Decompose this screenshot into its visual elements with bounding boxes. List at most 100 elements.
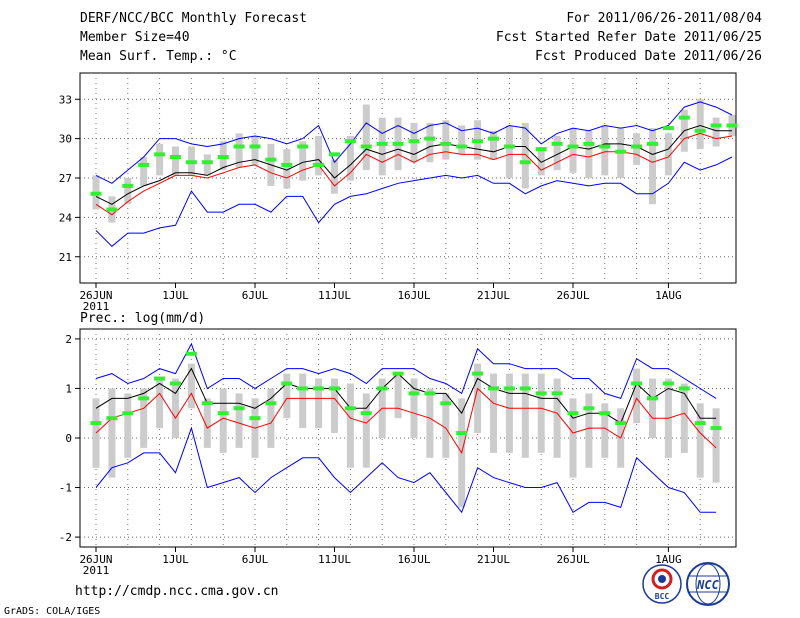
member-median-marker (647, 396, 658, 401)
y-tick-label: 27 (59, 172, 72, 185)
member-median-marker (122, 183, 134, 188)
member-median-marker (503, 144, 515, 149)
member-median-marker (710, 426, 722, 431)
member-median-marker (631, 381, 643, 386)
x-tick-label: 1AUG (655, 289, 682, 302)
member-median-marker (456, 144, 468, 149)
temperature-panel: 21 24 27 30 33 26JUN 1JUL 6JUL 11JUL 16JUL 21JUL 26… (59, 72, 738, 313)
member-median-marker (185, 351, 197, 356)
y-tick-label: 0 (65, 432, 72, 445)
x-tick-label: 1AUG (655, 553, 682, 566)
bcc-logo-text: BCC (655, 592, 670, 601)
member-median-marker (519, 160, 531, 165)
member-median-marker (647, 141, 658, 146)
y-tick-label: 30 (59, 133, 72, 146)
member-box (442, 393, 450, 458)
member-median-marker (662, 126, 674, 131)
member-box (474, 363, 482, 434)
y-tick-label: 21 (59, 251, 72, 264)
bcc-logo: BCC (642, 564, 682, 604)
member-median-marker (440, 141, 452, 146)
member-box (378, 117, 386, 176)
member-median-marker (265, 401, 277, 406)
bcc-logo-swirl (651, 568, 673, 590)
x-tick-label: 26JUN (79, 289, 112, 302)
member-median-marker (694, 421, 706, 426)
member-median-marker (678, 386, 690, 391)
member-median-marker (106, 207, 118, 212)
x-tick-label: 26JUL (556, 289, 589, 302)
member-box (633, 368, 641, 424)
member-median-marker (472, 139, 484, 144)
member-box (124, 393, 132, 458)
member-median-marker (360, 411, 372, 416)
member-median-marker (138, 162, 150, 167)
member-box (712, 408, 720, 483)
x-tick-label: 11JUL (318, 289, 351, 302)
member-box (140, 157, 148, 186)
member-median-marker (583, 406, 595, 411)
y-tick-label: -1 (59, 482, 72, 495)
member-box (283, 373, 291, 419)
member-box (251, 136, 259, 165)
member-median-marker (472, 371, 484, 376)
member-box (712, 117, 720, 147)
member-median-marker (408, 391, 420, 396)
member-box (283, 149, 291, 189)
member-box (235, 393, 243, 448)
member-box (537, 373, 545, 453)
header-title: DERF/NCC/BCC Monthly Forecast (80, 11, 307, 26)
member-box (187, 363, 195, 409)
member-median-marker (599, 144, 611, 149)
member-median-marker (662, 381, 674, 386)
member-box (203, 398, 211, 448)
member-median-marker (201, 401, 213, 406)
member-box (633, 133, 641, 165)
member-box (346, 383, 354, 468)
member-box (315, 136, 323, 176)
member-median-marker (249, 416, 261, 421)
member-median-marker (488, 136, 499, 141)
member-median-marker (249, 144, 261, 149)
member-median-marker (217, 155, 229, 159)
x-tick-label: 6JUL (242, 553, 269, 566)
member-box (521, 122, 529, 189)
lower-bound-line (95, 156, 733, 247)
member-median-marker (329, 152, 340, 157)
footer-url[interactable]: http://cmdp.ncc.cma.gov.cn (75, 584, 279, 599)
member-median-marker (503, 386, 515, 391)
member-median-marker (535, 391, 547, 396)
member-box (219, 388, 227, 453)
member-box (569, 398, 577, 478)
footer-credit: GrADS: COLA/IGES (4, 606, 100, 617)
member-median-marker (376, 141, 388, 146)
member-median-marker (583, 141, 595, 146)
member-box (553, 136, 561, 171)
member-median-marker (392, 371, 404, 376)
member-median-marker (535, 147, 547, 152)
member-median-marker (456, 431, 468, 436)
member-median-marker (233, 406, 245, 411)
ensemble-mean-line (95, 367, 717, 424)
member-box (172, 146, 179, 176)
member-box (426, 122, 434, 163)
x-year-label: 2011 (83, 564, 110, 577)
member-median-marker (726, 123, 738, 128)
member-median-marker (297, 144, 309, 149)
member-box (553, 378, 561, 458)
member-median-marker (154, 152, 166, 157)
upper-bound-line (95, 101, 733, 184)
x-tick-label: 6JUL (242, 289, 269, 302)
member-box (203, 154, 211, 176)
y-tick-label: 24 (59, 211, 73, 224)
climatology-line (95, 387, 717, 455)
member-box (267, 388, 275, 448)
member-median-marker (170, 155, 181, 159)
member-median-marker (344, 406, 356, 411)
ncc-logo-text: NCC (696, 578, 719, 592)
member-median-marker (551, 141, 563, 146)
temp-panel-title: Mean Surf. Temp.: °C (80, 49, 237, 64)
member-median-marker (376, 386, 388, 391)
x-tick-label: 16JUL (397, 553, 430, 566)
